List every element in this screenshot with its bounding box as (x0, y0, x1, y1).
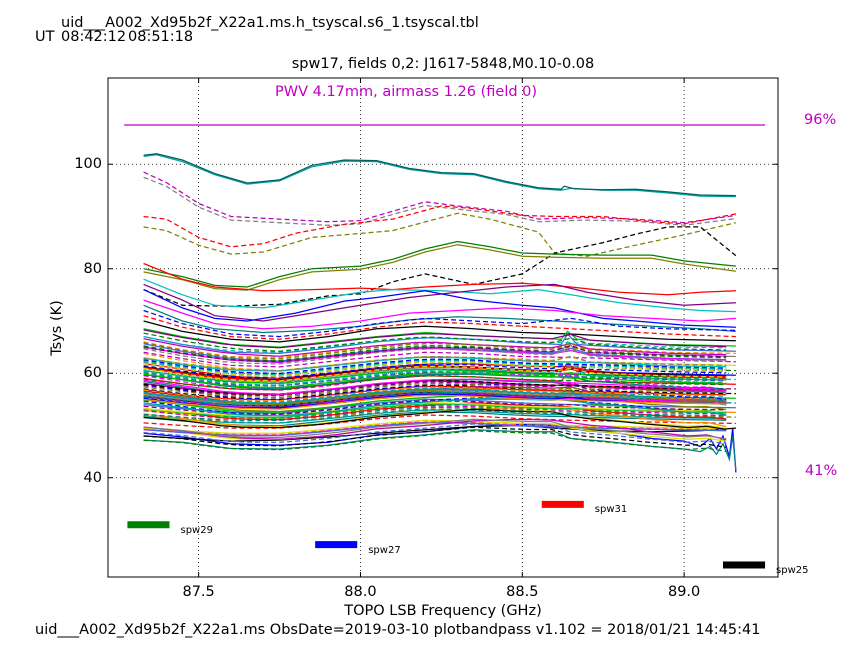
tsys-series-line (143, 418, 727, 441)
tsys-series-line (143, 171, 736, 224)
tsys-series-line (143, 403, 727, 419)
tsys-series-line (143, 352, 727, 372)
tsys-series-line (143, 394, 727, 410)
axis-ticks (108, 78, 778, 577)
tsys-series-line (143, 402, 727, 417)
x-tick-label: 87.5 (182, 584, 215, 600)
tsys-series-line (143, 361, 727, 377)
spw-marker-label: spw31 (594, 504, 628, 516)
spw-marker-label: spw29 (180, 524, 213, 536)
tsys-series-line (143, 391, 727, 407)
tsys-series-line (143, 320, 736, 343)
tsys-series-line (143, 363, 727, 379)
tsys-series-line (143, 384, 736, 400)
spw-marker-bar (315, 541, 358, 549)
tsys-series-line (143, 385, 727, 401)
spw-marker-bar (541, 500, 584, 508)
tsys-series-line (143, 383, 727, 401)
tsys-series-line (143, 423, 727, 445)
tsys-series-line (143, 332, 727, 352)
tsys-series-line (143, 176, 736, 226)
tsys-series-line (143, 212, 737, 257)
tsys-series-line (143, 304, 736, 334)
tsys-series-line (143, 355, 727, 372)
pct-low-label: 41% (805, 463, 838, 479)
tsys-series-line (143, 358, 727, 375)
pwv-annotation: PWV 4.17mm, airmass 1.26 (field 0) (275, 84, 538, 100)
y-tick-label: 60 (83, 365, 102, 382)
tsys-series-line (143, 382, 727, 399)
tsys-series-line (143, 226, 737, 307)
tsys-series-line (143, 365, 727, 382)
tsys-series-line (143, 153, 736, 197)
spw-marker-bar (722, 561, 766, 569)
tsys-series-line (143, 426, 727, 448)
tsys-series-line (143, 278, 736, 313)
tsys-series-line (143, 418, 727, 440)
y-tick-label: 100 (74, 156, 102, 173)
annotation-overlay (124, 124, 766, 569)
x-axis-label: TOPO LSB Frequency (GHz) (344, 603, 542, 619)
tsys-series-line (143, 379, 727, 395)
tsys-series-line (143, 372, 727, 389)
tsys-series-line (143, 406, 727, 422)
y-axis-label: Tsys (K) (48, 300, 65, 356)
tsys-series-line (143, 430, 727, 453)
tsys-series-line (143, 315, 736, 340)
tsys-series-line (143, 309, 736, 338)
tsys-series-line (143, 381, 727, 397)
x-tick-label: 88.0 (344, 584, 377, 600)
spw-marker-bar (127, 521, 170, 529)
tsys-series-line (143, 283, 736, 322)
spw-marker-label: spw27 (368, 544, 401, 556)
y-tick-label: 40 (83, 469, 102, 486)
table-name: uid___A002_Xd95b2f_X22a1.ms.h_tsyscal.s6… (61, 15, 479, 31)
tsys-series-line (143, 240, 736, 288)
x-tick-label: 89.0 (667, 584, 701, 600)
tsys-series-line (143, 348, 727, 365)
ut-label: UT (35, 29, 55, 45)
tsys-series-line (143, 344, 727, 362)
tsys-series-line (143, 342, 727, 360)
spw-marker-label: spw25 (776, 564, 809, 576)
x-tick-label: 88.5 (506, 584, 539, 600)
tsys-series-line (143, 351, 736, 368)
tsys-series-line (143, 397, 727, 417)
tsys-series-line (143, 262, 736, 296)
tsys-series-line (143, 335, 727, 353)
tsys-series-line (143, 344, 727, 363)
tsys-series-line (143, 373, 727, 390)
tsys-series-line (143, 403, 727, 420)
series-lines (143, 153, 737, 473)
tsys-series-line (143, 299, 736, 330)
ut-time-a: 08:42:12 (61, 29, 127, 45)
plot-frame (107, 77, 779, 578)
chart-title: spw17, fields 0,2: J1617-5848,M0.10-0.08 (291, 56, 595, 72)
tsys-series-line (143, 359, 727, 375)
tsys-series-line (143, 371, 727, 387)
tsys-series-line (143, 387, 727, 403)
tsys-series-line (143, 338, 727, 357)
tsys-series-line (143, 386, 727, 402)
tsys-series-line (143, 289, 736, 328)
tsys-series-line (143, 419, 736, 434)
tsys-series-line (143, 154, 736, 198)
footer-text: uid___A002_Xd95b2f_X22a1.ms ObsDate=2019… (35, 622, 761, 638)
tsys-series-line (143, 420, 727, 436)
ut-time-b: 08:51:18 (128, 29, 194, 45)
tsys-series-line (143, 368, 727, 386)
tsys-series-line (143, 375, 727, 391)
tsys-series-line (143, 388, 727, 404)
tsys-series-line (143, 329, 727, 349)
tsys-series-line (143, 378, 727, 395)
tsys-series-line (143, 244, 736, 291)
tsys-series-line (143, 408, 736, 424)
tsys-series-line (143, 408, 727, 431)
tsys-series-line (143, 205, 737, 248)
y-tick-label: 80 (83, 260, 102, 277)
tsys-series-line (143, 400, 727, 415)
pct-high-label: 96% (804, 112, 837, 128)
